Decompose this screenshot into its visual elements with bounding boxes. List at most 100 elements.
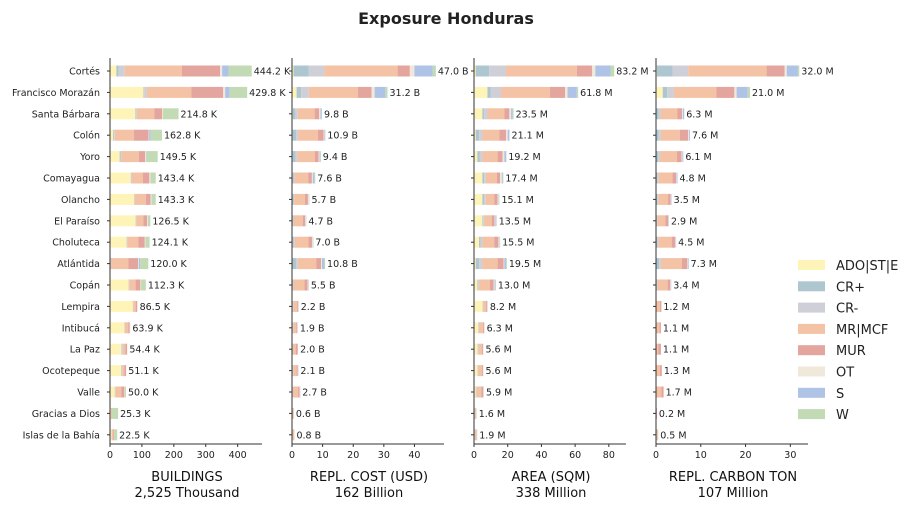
bar-segment <box>474 129 476 141</box>
bar-segment <box>747 86 751 98</box>
bar-segment <box>797 65 800 77</box>
bar-segment <box>474 343 478 355</box>
bar-segment <box>567 86 577 98</box>
value-label: 2.0 B <box>300 345 325 356</box>
bar-segment <box>296 365 298 377</box>
value-label: 63.9 K <box>132 323 163 334</box>
bar-segment <box>512 108 514 120</box>
bar-segment <box>145 236 150 248</box>
bar-segment <box>110 193 134 205</box>
legend-item: OT <box>798 366 854 381</box>
bar-segment <box>110 129 114 141</box>
bar-segment <box>474 108 483 120</box>
bar-segment <box>110 365 122 377</box>
bar-segment <box>295 343 298 355</box>
bar-segment <box>656 108 659 120</box>
bar-segment <box>110 108 136 120</box>
x-tick-label: 0 <box>653 450 659 461</box>
bar-segment <box>110 151 120 163</box>
legend-label: W <box>836 408 849 423</box>
bar-segment <box>476 386 482 398</box>
bar-segment <box>294 193 305 205</box>
bar-segment <box>681 258 688 270</box>
x-tick-label: 20 <box>502 450 514 461</box>
bar-segment <box>292 236 294 248</box>
bar-segment <box>308 86 358 98</box>
bar-segment <box>319 151 321 163</box>
bar-segment <box>656 343 659 355</box>
bar-segment <box>292 151 296 163</box>
value-label: 2.2 B <box>301 302 326 313</box>
bar-segment <box>716 86 735 98</box>
bar-segment <box>658 151 661 163</box>
value-label: 1.9 B <box>300 323 325 334</box>
bar-segment <box>147 215 148 227</box>
bar-segment <box>682 108 685 120</box>
bar-segment <box>481 365 483 377</box>
bar-segment <box>116 65 119 77</box>
bar-segment <box>657 193 659 205</box>
x-tick-label: 40 <box>408 450 420 461</box>
bar-segment <box>414 65 433 77</box>
bar-segment <box>110 172 131 184</box>
bar-segment <box>490 86 501 98</box>
bar-segment <box>487 108 505 120</box>
bar-segment <box>324 129 326 141</box>
bar-segment <box>477 279 479 291</box>
bar-segment <box>501 172 503 184</box>
x-tick-label: 200 <box>165 450 183 461</box>
bar-segment <box>506 65 577 77</box>
bar-segment <box>135 279 141 291</box>
category-label: Gracias a Dios <box>32 409 100 420</box>
legend-label: ADO|ST|E <box>836 259 898 274</box>
bar-segment <box>688 65 767 77</box>
value-label: 143.3 K <box>158 195 195 206</box>
bar-segment <box>504 108 510 120</box>
category-label: Lempira <box>61 302 100 313</box>
legend-swatch <box>798 281 825 292</box>
bar-segment <box>656 429 658 441</box>
x-axis-total-label: 338 Million <box>516 486 587 501</box>
bar-segment <box>314 151 319 163</box>
bar-segment <box>304 193 308 205</box>
bar-segment <box>110 343 122 355</box>
bar-segment <box>302 215 306 227</box>
value-label: 10.8 B <box>327 259 358 270</box>
bar-segment <box>486 300 488 312</box>
x-axis-total-label: 162 Billion <box>335 486 404 501</box>
bar-segment <box>150 193 152 205</box>
bar-segment <box>136 215 144 227</box>
bar-segment <box>144 236 146 248</box>
panel: 47.0 B 31.2 B 9.8 B 10.9 B 9.4 B 7.6 B 5.7 B 4.… <box>289 58 469 501</box>
value-label: 7.6 B <box>317 174 342 185</box>
bar-segment <box>293 300 298 312</box>
bar-segment <box>665 215 669 227</box>
bar-segment <box>479 236 481 248</box>
bar-segment <box>129 279 136 291</box>
bar-segment <box>482 236 495 248</box>
bar-segment <box>307 279 309 291</box>
value-label: 1.3 M <box>664 366 690 377</box>
bar-segment <box>181 65 221 77</box>
bar-segment <box>657 279 668 291</box>
legend-item: S <box>798 387 844 402</box>
bar-segment <box>610 65 615 77</box>
bar-segment <box>308 65 325 77</box>
bar-segment <box>121 386 125 398</box>
bar-segment <box>114 129 115 141</box>
bar-segment <box>314 108 320 120</box>
x-tick-label: 20 <box>740 450 752 461</box>
bar-segment <box>504 151 507 163</box>
bar-segment <box>292 429 294 441</box>
bar-segment <box>293 172 295 184</box>
bar-segment <box>409 65 415 77</box>
bar-segment <box>162 108 163 120</box>
value-label: 4.8 M <box>679 174 705 185</box>
bar-segment <box>474 193 483 205</box>
bar-segment <box>656 258 660 270</box>
bar-segment <box>494 193 498 205</box>
bar-segment <box>478 279 480 291</box>
category-label: Santa Bárbara <box>32 109 100 120</box>
bar-segment <box>497 193 499 205</box>
bar-segment <box>295 151 298 163</box>
